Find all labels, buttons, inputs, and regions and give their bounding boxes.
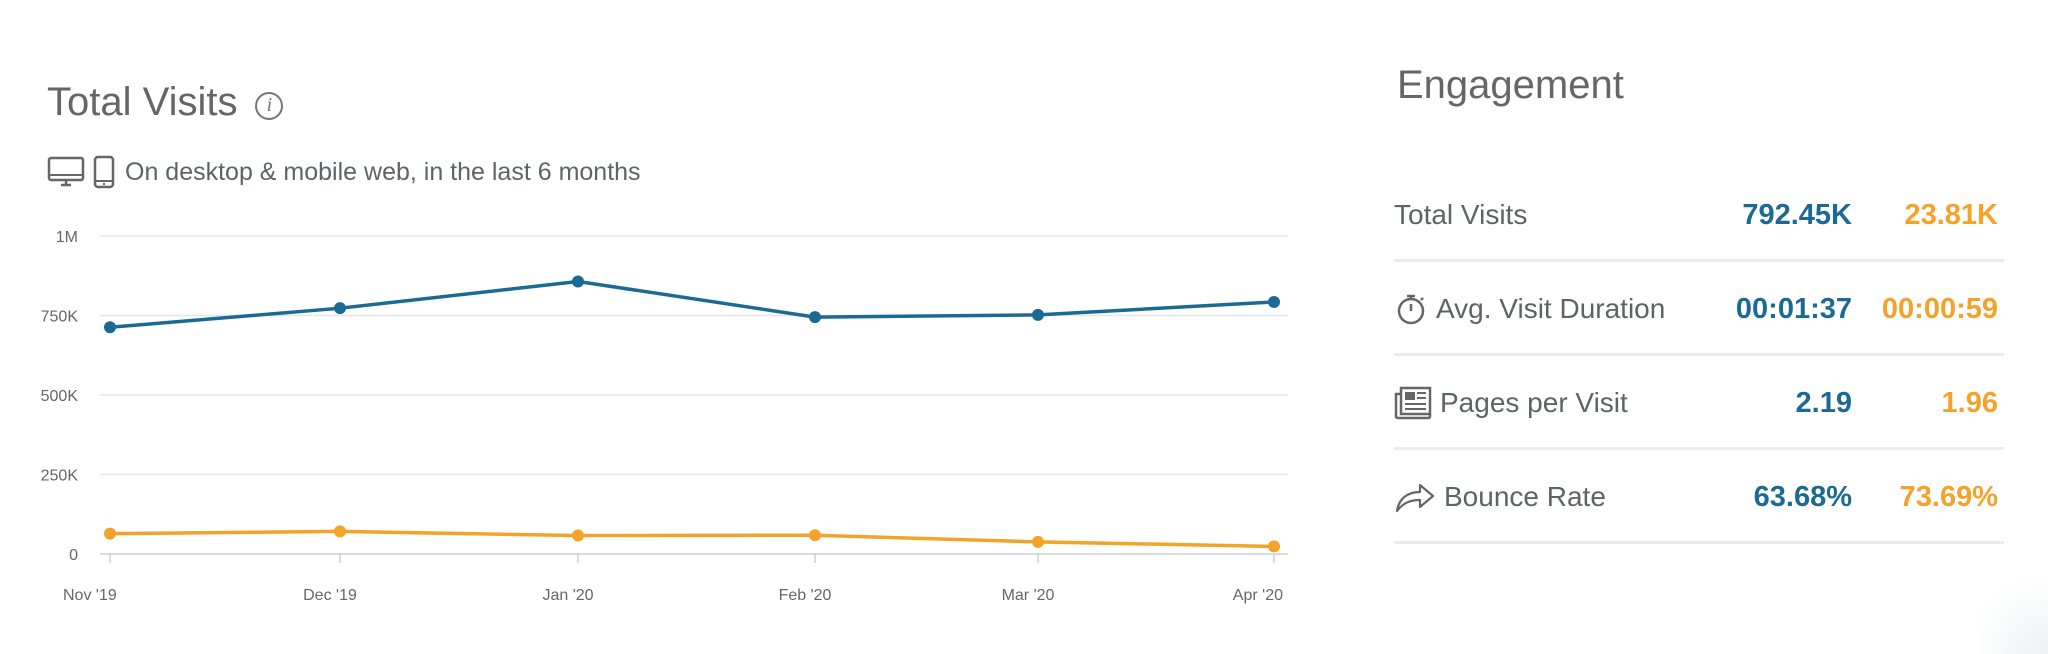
y-tick-label: 1M <box>56 229 78 246</box>
data-point <box>809 311 821 324</box>
x-axis-ticks: Nov '19 Dec '19 Jan '20 Feb '20 Mar '20 Apr '… <box>63 554 1283 604</box>
data-point <box>1032 308 1044 321</box>
y-tick-label: 250K <box>41 468 79 485</box>
mobile-icon <box>93 155 115 189</box>
corner-shadow <box>1978 564 2048 654</box>
stopwatch-icon <box>1397 294 1425 325</box>
metric-label: Total Visits <box>1394 168 1527 262</box>
metric-label: Avg. Visit Duration <box>1394 262 1665 356</box>
x-tick-label: Apr '20 <box>1233 587 1283 604</box>
info-icon[interactable]: i <box>255 91 284 120</box>
chart-subtitle: On desktop & mobile web, in the last 6 m… <box>47 155 641 189</box>
metric-value-site1: 2.19 <box>1795 386 1852 419</box>
metric-label-text: Total Visits <box>1394 199 1528 230</box>
metric-label: Bounce Rate <box>1394 450 1606 544</box>
x-tick-label: Jan '20 <box>542 587 593 604</box>
metric-label-text: Avg. Visit Duration <box>1436 293 1666 324</box>
x-tick-label: Dec '19 <box>303 587 357 604</box>
desktop-icon <box>47 156 85 187</box>
engagement-title: Engagement <box>1397 63 1624 107</box>
data-point <box>104 321 116 334</box>
data-point <box>104 527 116 540</box>
x-tick-label: Mar '20 <box>1002 587 1055 604</box>
metric-value-site2: 73.69% <box>1899 480 1998 513</box>
y-tick-label: 750K <box>41 309 79 326</box>
data-point <box>572 529 584 542</box>
metric-row-bounce-rate: Bounce Rate 63.68% 73.69% <box>1394 450 2004 544</box>
metric-label-text: Pages per Visit <box>1440 387 1628 418</box>
data-point <box>1032 535 1044 548</box>
metric-value-site1: 63.68% <box>1753 480 1852 513</box>
metric-label: Pages per Visit <box>1394 356 1628 450</box>
y-tick-label: 0 <box>69 547 78 564</box>
bounce-arrow-icon <box>1395 483 1435 513</box>
x-tick-label: Nov '19 <box>63 587 117 604</box>
chart-title: Total Visits i <box>47 80 284 125</box>
chart-gridlines <box>100 235 1288 555</box>
x-tick-label: Feb '20 <box>779 587 832 604</box>
y-tick-label: 500K <box>41 388 79 405</box>
chart-subtitle-text: On desktop & mobile web, in the last 6 m… <box>125 157 641 186</box>
metric-value-site2: 23.81K <box>1904 198 1998 231</box>
metric-value-site1: 792.45K <box>1742 198 1852 231</box>
data-point <box>572 275 584 288</box>
metric-value-site1: 00:01:37 <box>1735 292 1852 325</box>
line-chart: 0 250K 500K 750K 1M Nov '19 Dec '19 Jan '20 Feb… <box>41 229 1288 604</box>
series-line-1 <box>109 279 1275 330</box>
metric-row-total-visits: Total Visits 792.45K 23.81K <box>1394 168 2004 262</box>
data-point <box>1268 540 1280 553</box>
metric-value-site2: 00:00:59 <box>1881 292 1998 325</box>
data-point <box>334 302 346 315</box>
data-point <box>1268 296 1280 309</box>
data-point <box>809 529 821 542</box>
chart-title-text: Total Visits <box>47 80 238 124</box>
series-line-2 <box>109 529 1275 549</box>
y-axis-ticks: 0 250K 500K 750K 1M <box>41 229 79 564</box>
chart-series <box>104 275 1280 553</box>
metric-row-pages-per-visit: Pages per Visit 2.19 1.96 <box>1394 356 2004 450</box>
device-icons <box>47 155 115 189</box>
metric-row-avg-visit-duration: Avg. Visit Duration 00:01:37 00:00:59 <box>1394 262 2004 356</box>
metric-value-site2: 1.96 <box>1941 386 1998 419</box>
metric-label-text: Bounce Rate <box>1444 481 1606 512</box>
pages-icon <box>1394 386 1432 420</box>
data-point <box>334 525 346 538</box>
